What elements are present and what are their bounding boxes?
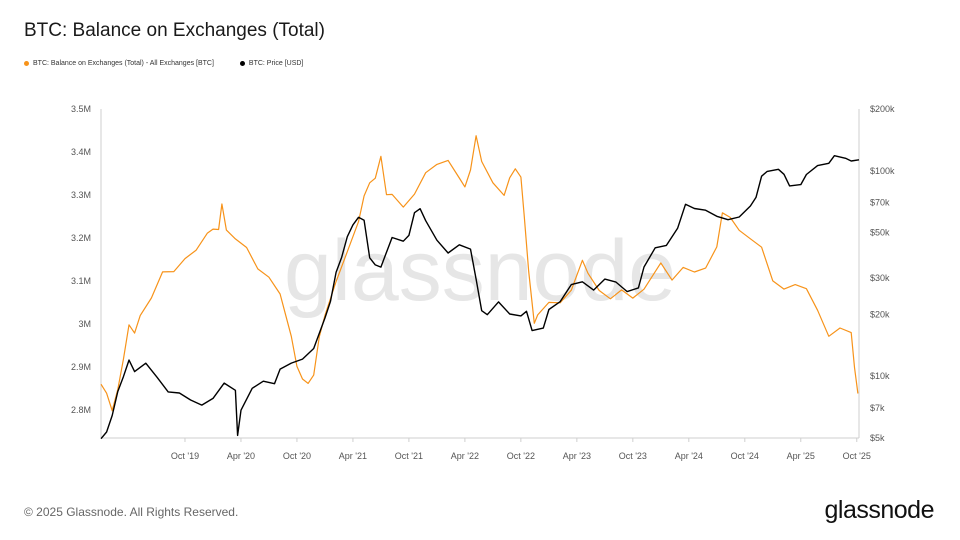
legend-dot-price [239, 61, 245, 66]
x-tick-label: Oct '20 [283, 451, 311, 461]
y-left-tick-label: 3.3M [71, 190, 91, 200]
y-left-tick-label: 3.4M [71, 147, 91, 157]
legend-label-price: BTC: Price [USD] [248, 60, 304, 67]
y-right-tick-label: $20k [870, 309, 890, 319]
y-right-tick-label: $10k [870, 371, 890, 381]
y-left-tick-label: 2.8M [71, 405, 91, 415]
y-right-tick-label: $5k [870, 433, 885, 443]
x-tick-label: Apr '25 [787, 451, 815, 461]
y-right-tick-label: $100k [870, 166, 895, 176]
x-tick-label: Apr '22 [451, 451, 479, 461]
series-lines [100, 135, 860, 440]
copyright: © 2025 Glassnode. All Rights Reserved. [24, 505, 239, 519]
legend-item-balance[interactable]: BTC: Balance on Exchanges (Total) - All … [24, 60, 214, 67]
y-right-tick-label: $70k [870, 198, 890, 208]
series-line-price [100, 155, 860, 440]
axes: 3.5M 3.4M 3.3M 3.2M 3.1M 3M 2.9M 2.8M $200k $100k… [71, 104, 895, 461]
y-left-tick-label: 3M [78, 319, 91, 329]
x-tick-label: Oct '23 [619, 451, 647, 461]
x-tick-label: Oct '19 [171, 451, 199, 461]
legend: BTC: Balance on Exchanges (Total) - All … [24, 60, 303, 67]
y-left-tick-label: 3.2M [71, 233, 91, 243]
legend-item-price[interactable]: BTC: Price [USD] [239, 60, 304, 67]
chart-title: BTC: Balance on Exchanges (Total) [24, 20, 325, 41]
x-tick-label: Oct '22 [507, 451, 535, 461]
x-tick-label: Oct '21 [395, 451, 423, 461]
y-right-tick-label: $7k [870, 403, 885, 413]
y-left-tick-label: 3.5M [71, 104, 91, 114]
y-right-tick-label: $200k [870, 104, 895, 114]
y-right-tick-label: $30k [870, 273, 890, 283]
y-right-tick-label: $50k [870, 228, 890, 238]
x-tick-label: Oct '25 [843, 451, 871, 461]
x-tick-label: Apr '20 [227, 451, 255, 461]
x-tick-label: Apr '21 [339, 451, 367, 461]
glassnode-logo: glassnode [824, 496, 935, 524]
series-line-balance [100, 135, 859, 412]
legend-dot-balance [24, 61, 29, 66]
x-tick-label: Apr '24 [675, 451, 703, 461]
x-tick-label: Apr '23 [563, 451, 591, 461]
y-left-tick-label: 3.1M [71, 276, 91, 286]
y-left-tick-label: 2.9M [71, 362, 91, 372]
legend-label-balance: BTC: Balance on Exchanges (Total) - All … [33, 60, 214, 67]
x-tick-label: Oct '24 [731, 451, 759, 461]
